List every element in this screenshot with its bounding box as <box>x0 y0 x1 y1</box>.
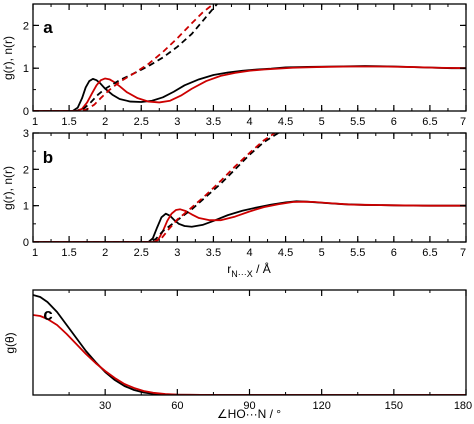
x-tick-label: 5 <box>319 247 325 259</box>
x-tick-label: 180 <box>454 400 472 412</box>
x-tick-label: 60 <box>171 400 183 412</box>
y-tick-label: 0 <box>23 106 29 118</box>
series-line-dashed-red <box>33 4 214 111</box>
x-tick-label: 120 <box>312 400 330 412</box>
plot-frame <box>32 132 467 243</box>
y-tick-label: 0 <box>23 237 29 249</box>
x-tick-label: 5.5 <box>350 116 365 128</box>
y-tick-label: 1 <box>23 63 29 75</box>
series-group <box>33 294 466 395</box>
x-tick-label: 3 <box>174 247 180 259</box>
x-tick-label: 150 <box>385 400 403 412</box>
x-tick-label: 6.5 <box>422 247 437 259</box>
x-tick-label: 3.5 <box>206 247 221 259</box>
series-line-solid-black <box>33 200 466 242</box>
x-tick-label: 5.5 <box>350 247 365 259</box>
x-tick-label: 7 <box>460 247 466 259</box>
y-tick-label: 3 <box>23 128 29 140</box>
series-line-solid-red <box>33 200 466 242</box>
y-axis-title: g(r), n(r) <box>1 36 15 80</box>
plot-frame <box>32 289 467 396</box>
x-tick-label: 90 <box>243 400 255 412</box>
x-tick-label: 6 <box>391 116 397 128</box>
panel-letter: a <box>43 18 53 37</box>
y-axis-title: g(θ) <box>3 332 17 353</box>
x-tick-label: 1.5 <box>61 116 76 128</box>
x-tick-label: 4 <box>246 247 252 259</box>
x-tick-label: 3.5 <box>206 116 221 128</box>
x-tick-label: 1 <box>32 247 38 259</box>
series-line-dashed-black <box>33 133 279 242</box>
x-tick-label: 4.5 <box>278 116 293 128</box>
x-tick-label: 2 <box>102 116 108 128</box>
x-tick-label: 4 <box>246 116 252 128</box>
series-line-solid-black <box>33 65 466 111</box>
x-tick-label: 5 <box>319 116 325 128</box>
x-tick-label: 30 <box>99 400 111 412</box>
panel-c: 30 60 90 120 150 180 c g(θ) ∠HO···N / ° <box>3 289 472 421</box>
x-axis-title: rN···X / Å <box>227 261 271 279</box>
series-line-dashed-black <box>33 4 218 111</box>
series-line-dashed-red <box>33 133 276 242</box>
x-tick-label: 6 <box>391 247 397 259</box>
series-group <box>33 133 466 242</box>
y-tick-label: 2 <box>23 164 29 176</box>
x-tick-label: 2.5 <box>134 116 149 128</box>
series-group <box>33 4 466 111</box>
x-tick-label: 7 <box>460 116 466 128</box>
x-tick-label: 6.5 <box>422 116 437 128</box>
x-tick-label: 1.5 <box>61 247 76 259</box>
y-tick-label: 1 <box>23 201 29 213</box>
x-axis-title: ∠HO···N / ° <box>217 407 281 421</box>
panel-letter: b <box>43 148 53 167</box>
x-tick-label: 3 <box>174 116 180 128</box>
series-line-solid-black <box>33 294 466 395</box>
series-line-solid-red <box>33 314 466 395</box>
y-axis-title: g(r), n(r) <box>1 166 15 210</box>
series-line-solid-red <box>33 65 466 111</box>
x-tick-label: 2 <box>102 247 108 259</box>
x-tick-label: 1 <box>32 116 38 128</box>
x-tick-label: 2.5 <box>134 247 149 259</box>
panel-letter: c <box>43 305 52 324</box>
y-tick-label: 2 <box>23 20 29 32</box>
x-tick-label: 4.5 <box>278 247 293 259</box>
